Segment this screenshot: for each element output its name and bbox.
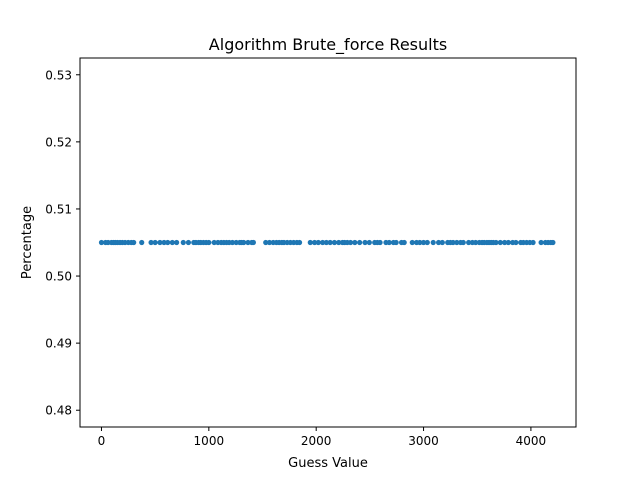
y-axis: 0.48 0.49 0.50 0.51 0.52 0.53 <box>45 68 80 418</box>
data-point <box>315 239 321 246</box>
data-point <box>245 239 251 246</box>
data-point <box>327 239 333 246</box>
data-point <box>493 239 499 246</box>
data-point <box>296 239 303 246</box>
data-point <box>362 239 368 246</box>
data-point <box>211 239 217 246</box>
data-point <box>505 239 511 246</box>
x-tick-label: 0 <box>98 434 106 448</box>
data-point <box>357 239 363 246</box>
data-point <box>430 239 436 246</box>
data-point <box>530 239 536 246</box>
data-point <box>466 239 472 246</box>
data-point <box>473 239 479 246</box>
data-point <box>174 239 180 246</box>
y-tick-label: 0.52 <box>45 135 72 149</box>
y-axis-label: Percentage <box>20 206 35 279</box>
data-point <box>417 239 423 246</box>
data-point <box>502 239 508 246</box>
data-point <box>454 239 460 246</box>
data-point <box>241 239 247 246</box>
x-tick-label: 4000 <box>516 434 547 448</box>
data-point <box>169 239 175 246</box>
data-point <box>352 239 358 246</box>
data-point <box>336 239 342 246</box>
data-point <box>460 239 466 246</box>
data-point <box>311 239 318 246</box>
data-point <box>450 239 456 246</box>
data-point <box>185 239 192 246</box>
y-tick-label: 0.53 <box>45 68 72 82</box>
data-point <box>513 239 519 246</box>
data-point <box>377 239 383 246</box>
data-point <box>550 239 556 246</box>
data-point <box>401 239 407 246</box>
x-tick-label: 3000 <box>408 434 439 448</box>
data-point <box>307 239 313 246</box>
y-tick-label: 0.49 <box>45 337 72 351</box>
y-tick-label: 0.48 <box>45 404 72 418</box>
data-point <box>323 239 329 246</box>
data-point <box>139 239 145 246</box>
chart-title: Algorithm Brute_force Results <box>209 35 447 55</box>
data-point <box>165 239 171 246</box>
plot-frame <box>79 57 577 428</box>
data-point <box>439 239 445 246</box>
data-point <box>148 239 154 246</box>
data-point <box>435 239 442 246</box>
data-point <box>229 239 236 246</box>
y-tick-label: 0.50 <box>45 270 72 284</box>
data-point <box>331 239 338 246</box>
x-axis: 0 1000 2000 3000 4000 <box>98 427 547 448</box>
data-point <box>263 239 269 246</box>
data-points <box>98 239 556 246</box>
data-point <box>152 239 158 246</box>
x-tick-label: 1000 <box>194 434 225 448</box>
data-point <box>161 239 167 246</box>
data-point <box>366 239 372 246</box>
data-point <box>424 239 430 246</box>
data-point <box>320 239 326 246</box>
data-point <box>250 239 256 246</box>
data-point <box>206 239 212 246</box>
data-point <box>180 239 186 246</box>
data-point <box>497 239 503 246</box>
data-point <box>420 239 427 246</box>
data-point <box>409 239 415 246</box>
x-tick-label: 2000 <box>301 434 332 448</box>
data-point <box>393 239 399 246</box>
data-point <box>386 239 392 246</box>
data-point <box>131 239 137 246</box>
x-axis-label: Guess Value <box>288 456 368 471</box>
data-point <box>538 239 544 246</box>
data-point <box>157 239 163 246</box>
y-tick-label: 0.51 <box>45 202 72 216</box>
data-point <box>98 239 105 246</box>
data-point <box>266 239 273 246</box>
data-point <box>347 239 354 246</box>
